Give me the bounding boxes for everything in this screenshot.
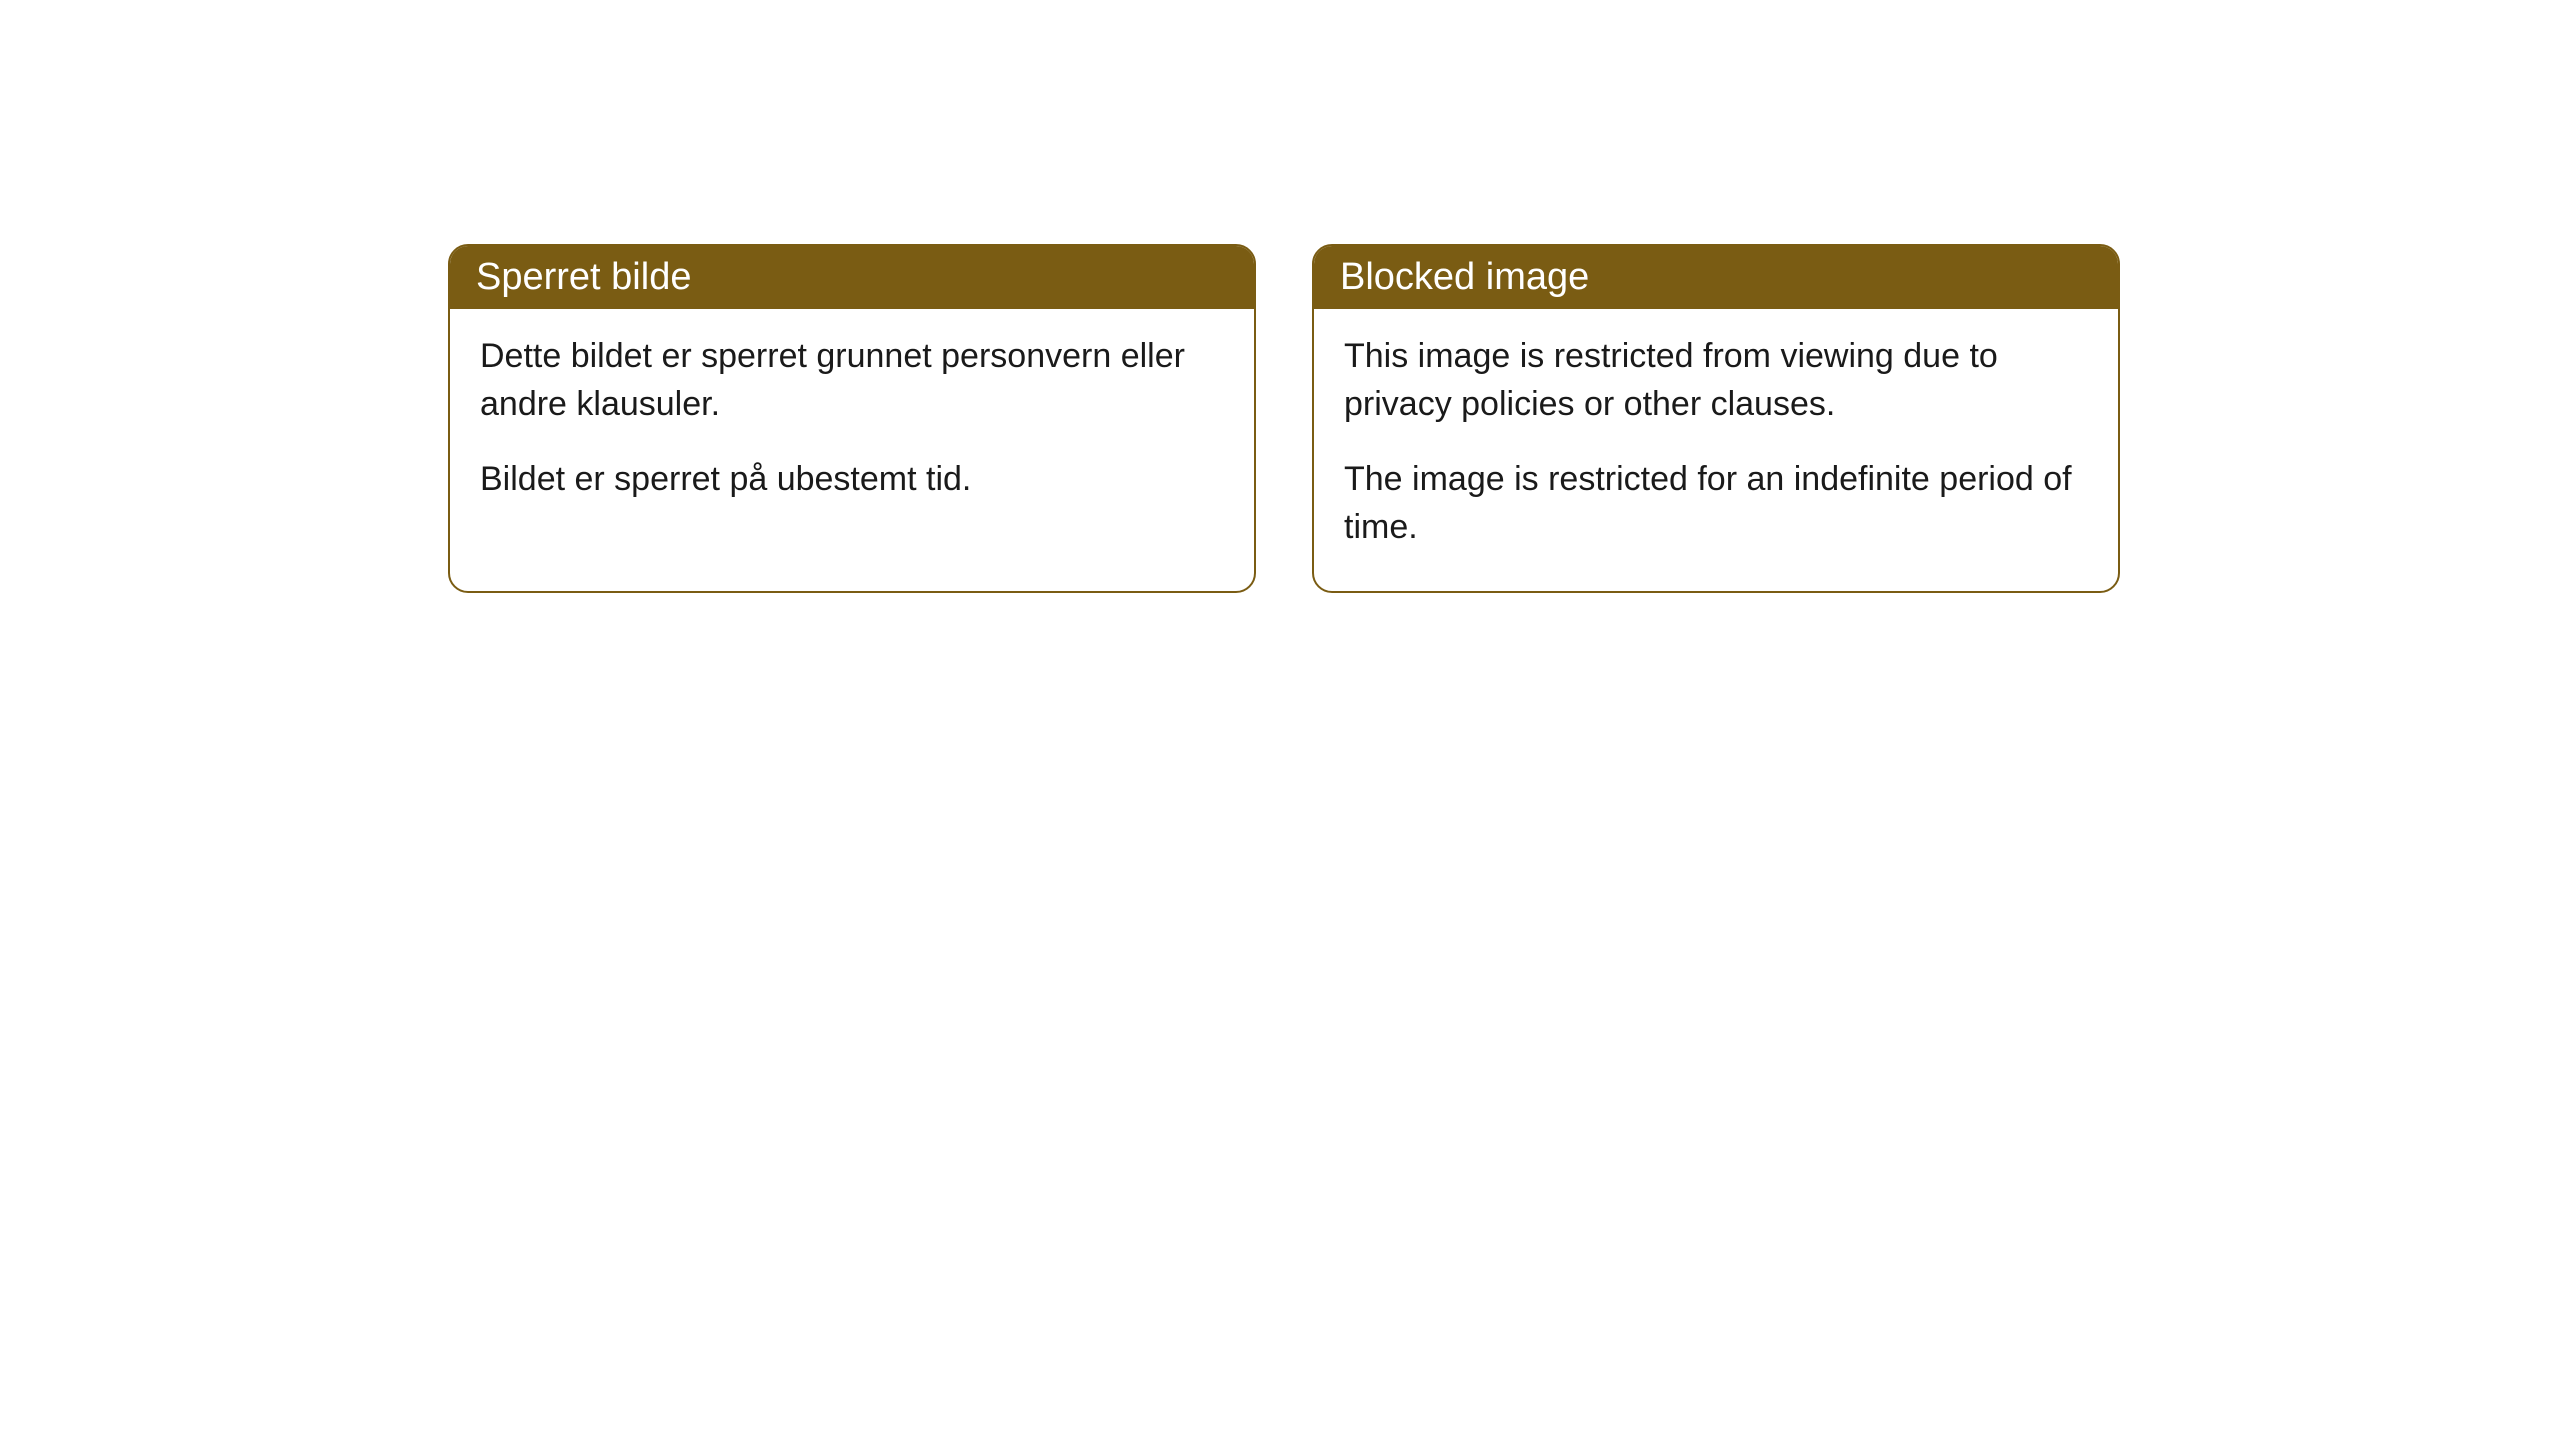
card-body-no: Dette bildet er sperret grunnet personve… (450, 309, 1254, 544)
cards-container: Sperret bilde Dette bildet er sperret gr… (0, 0, 2560, 593)
card-paragraph-en-1: This image is restricted from viewing du… (1344, 333, 2088, 428)
card-header-en: Blocked image (1314, 246, 2118, 309)
card-paragraph-en-2: The image is restricted for an indefinit… (1344, 456, 2088, 551)
card-body-en: This image is restricted from viewing du… (1314, 309, 2118, 591)
card-paragraph-no-2: Bildet er sperret på ubestemt tid. (480, 456, 1224, 504)
blocked-image-card-en: Blocked image This image is restricted f… (1312, 244, 2120, 593)
card-title-en: Blocked image (1340, 256, 1589, 298)
blocked-image-card-no: Sperret bilde Dette bildet er sperret gr… (448, 244, 1256, 593)
card-title-no: Sperret bilde (476, 256, 691, 298)
card-paragraph-no-1: Dette bildet er sperret grunnet personve… (480, 333, 1224, 428)
card-header-no: Sperret bilde (450, 246, 1254, 309)
